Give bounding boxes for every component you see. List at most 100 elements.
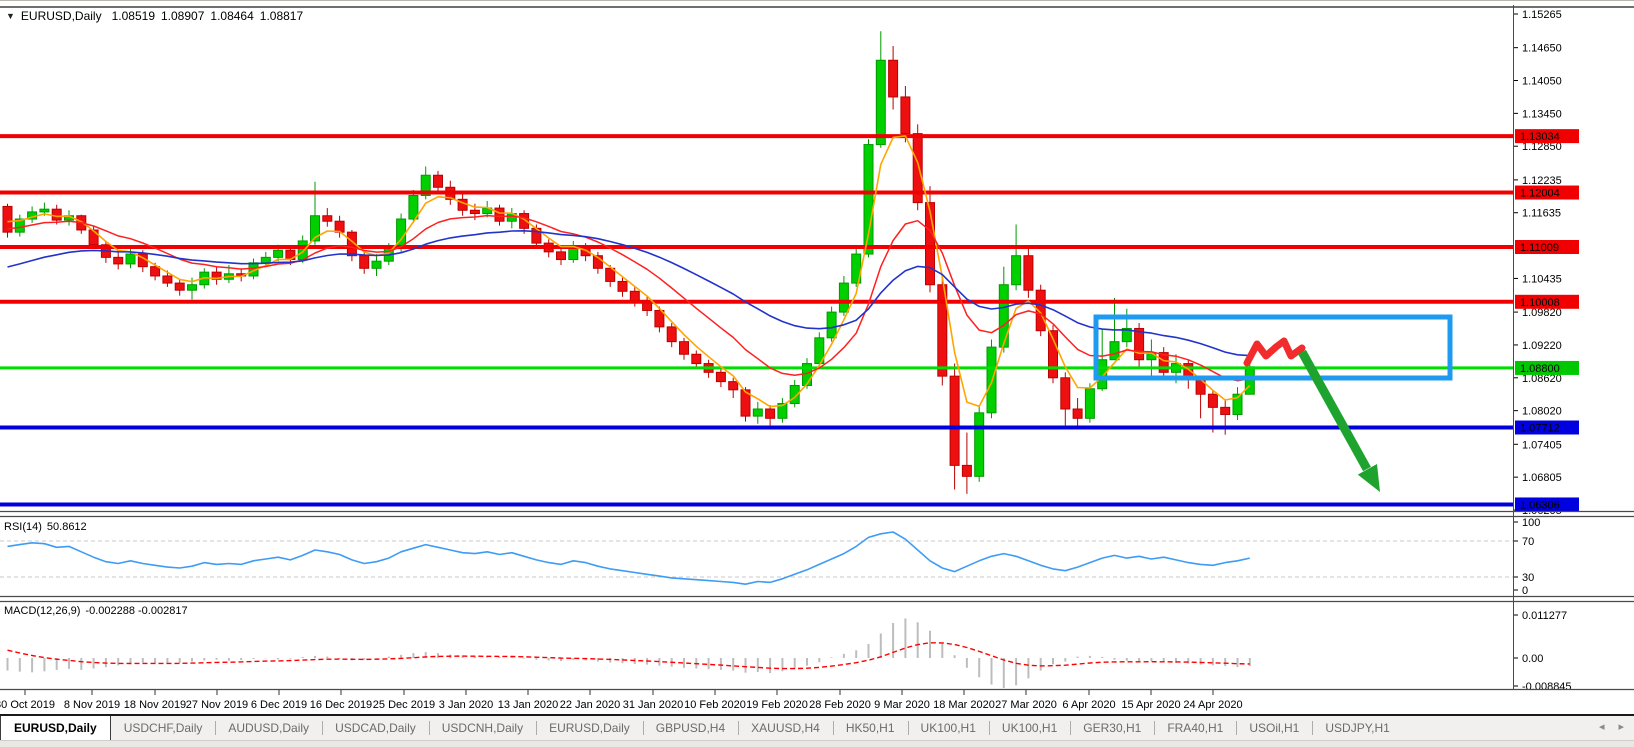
symbol-tab-usoil-h1[interactable]: USOil,H1 xyxy=(1236,716,1312,740)
date-label: 22 Jan 2020 xyxy=(560,699,621,711)
symbol-tab-xauusd-h4[interactable]: XAUUSD,H4 xyxy=(738,716,833,740)
consolidation-box-annotation[interactable] xyxy=(1093,314,1453,381)
axis-tick-label: 1.15265 xyxy=(1522,9,1562,21)
symbol-tab-eurusd-daily[interactable]: EURUSD,Daily xyxy=(536,716,643,740)
candle-body xyxy=(912,133,923,204)
moving-average-fast xyxy=(7,135,1251,408)
date-label: 19 Feb 2020 xyxy=(746,699,808,711)
candle-body xyxy=(765,408,776,419)
candle-body xyxy=(408,194,419,220)
symbol-tab-audusd-daily[interactable]: AUDUSD,Daily xyxy=(215,716,322,740)
moving-average-slow xyxy=(7,230,1250,357)
date-label: 27 Nov 2019 xyxy=(186,699,248,711)
tab-scroll-right-icon[interactable]: ▸ xyxy=(1618,721,1624,733)
chart-symbol-label: EURUSD,Daily xyxy=(20,9,102,23)
candle-body xyxy=(679,341,689,355)
red-zigzag-annotation[interactable] xyxy=(1243,337,1306,367)
down-arrow-annotation-head[interactable] xyxy=(1357,464,1380,492)
date-axis[interactable]: 30 Oct 2019 8 Nov 2019 18 Nov 2019 27 Nov 2… xyxy=(0,690,1243,711)
candle-body xyxy=(1084,388,1095,419)
candle-body xyxy=(629,290,640,302)
candle-body xyxy=(2,205,13,233)
rsi-scale-label: 30 xyxy=(1522,572,1534,584)
date-label: 18 Nov 2019 xyxy=(124,699,186,711)
symbol-ohlc-display: ▼ EURUSD,Daily 1.08519 1.08907 1.08464 1… xyxy=(6,9,303,23)
moving-average-medium xyxy=(7,214,1250,382)
date-label: 16 Dec 2019 xyxy=(310,699,372,711)
status-strip xyxy=(0,740,1634,747)
chart-canvas[interactable]: 1.15265 1.14650 1.14050 1.13450 1.12850 1.122… xyxy=(0,0,1634,714)
axis-tick-label: 1.10435 xyxy=(1522,273,1562,285)
candle-body xyxy=(1220,406,1231,415)
panel-borders xyxy=(0,5,1634,691)
symbol-tab-usdcnh-daily[interactable]: USDCNH,Daily xyxy=(428,716,536,740)
date-label: 8 Nov 2019 xyxy=(64,699,120,711)
date-label: 25 Dec 2019 xyxy=(373,699,435,711)
candle-body xyxy=(39,208,50,213)
rsi-panel[interactable]: 100 70 300 xyxy=(0,517,1540,597)
price-tag xyxy=(1515,360,1579,375)
candle-body xyxy=(617,280,628,292)
candle-body xyxy=(937,284,948,377)
chart-dropdown-icon[interactable]: ▼ xyxy=(6,11,15,21)
candle-body xyxy=(740,389,751,417)
axis-tick-label: 1.14650 xyxy=(1522,43,1562,55)
candle-body xyxy=(777,403,788,419)
candle-body xyxy=(359,255,370,269)
candle-body xyxy=(162,275,173,284)
symbol-tab-ger30-h1[interactable]: GER30,H1 xyxy=(1070,716,1154,740)
date-label: 3 Jan 2020 xyxy=(439,699,493,711)
candle-body xyxy=(1060,377,1071,410)
symbol-tab-fra40-h1[interactable]: FRA40,H1 xyxy=(1154,716,1236,740)
candle-body xyxy=(51,208,62,221)
candle-body xyxy=(1232,393,1243,415)
axis-tick-label: 1.13450 xyxy=(1522,108,1562,120)
rsi-line xyxy=(7,531,1250,586)
price-tag xyxy=(1515,497,1579,512)
tab-scroll-left-icon[interactable]: ◂ xyxy=(1598,721,1605,733)
symbol-tab-usdjpy-h1[interactable]: USDJPY,H1 xyxy=(1312,716,1402,740)
candle-body xyxy=(260,256,271,264)
symbol-tab-uk100-h1[interactable]: UK100,H1 xyxy=(988,716,1070,740)
candle-body xyxy=(1134,328,1145,361)
candle-body xyxy=(925,202,935,286)
price-tag-label: 1.13034 xyxy=(1520,131,1560,143)
macd-scale-label: 0.00 xyxy=(1522,653,1543,665)
chart-annotations[interactable] xyxy=(1093,314,1453,492)
price-tag xyxy=(1515,294,1579,309)
candle-body xyxy=(556,251,566,261)
candle-body xyxy=(998,284,1009,348)
candle-body xyxy=(519,213,530,229)
price-axis[interactable]: 1.15265 1.14650 1.14050 1.13450 1.12850 1.122… xyxy=(1513,9,1579,517)
symbol-tab-usdchf-daily[interactable]: USDCHF,Daily xyxy=(123,721,203,735)
candle-body xyxy=(1207,393,1218,408)
candle-body xyxy=(187,284,197,291)
macd-signal-line xyxy=(7,642,1250,670)
price-tag xyxy=(1515,129,1579,144)
axis-tick-label: 1.14050 xyxy=(1522,76,1562,88)
down-arrow-annotation-shaft[interactable] xyxy=(1298,349,1371,472)
candle-body xyxy=(789,384,800,405)
candle-body xyxy=(814,337,825,365)
symbol-tab-uk100-h1[interactable]: UK100,H1 xyxy=(907,716,989,740)
candle-body xyxy=(346,231,357,257)
candle-body xyxy=(150,266,161,277)
candle-body xyxy=(1158,352,1169,373)
symbol-tab-gbpusd-h4[interactable]: GBPUSD,H4 xyxy=(642,716,738,740)
candle-body xyxy=(654,309,665,328)
axis-tick-label: 1.08620 xyxy=(1522,373,1562,385)
symbol-tab-usdcad-daily[interactable]: USDCAD,Daily xyxy=(322,716,429,740)
axis-tick-label: 1.11635 xyxy=(1522,208,1561,220)
price-tag xyxy=(1515,240,1579,255)
candle-body xyxy=(174,282,185,291)
main-price-panel[interactable] xyxy=(0,31,1513,507)
macd-panel[interactable]: 0.011277 0.00 -0.008845 xyxy=(6,610,1572,693)
candle-body xyxy=(125,253,136,265)
candle-body xyxy=(494,207,505,222)
rsi-header-label: RSI(14) 50.8612 xyxy=(4,521,87,533)
axis-tick-label: 1.06805 xyxy=(1522,472,1562,484)
symbol-tab-eurusd-daily[interactable]: EURUSD,Daily xyxy=(0,716,111,740)
symbol-tab-hk50-h1[interactable]: HK50,H1 xyxy=(832,716,908,740)
axis-tick-label: 1.12235 xyxy=(1522,175,1562,187)
